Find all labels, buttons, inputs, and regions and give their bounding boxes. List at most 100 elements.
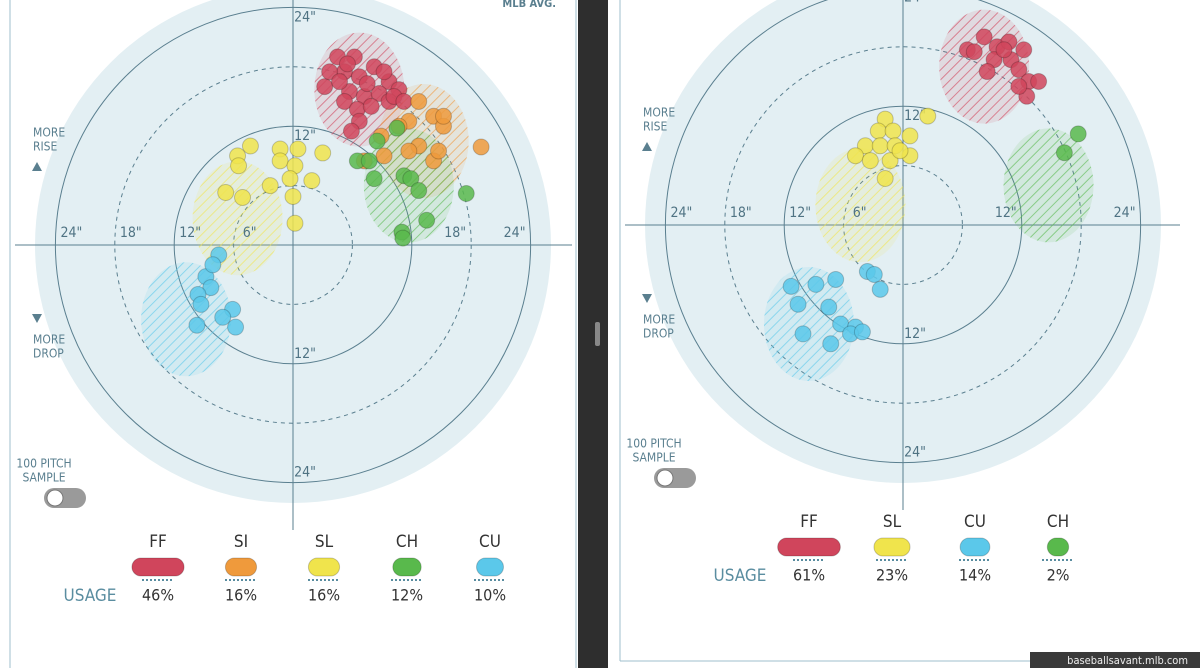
pitch-dot (881, 152, 899, 170)
sample-label: 100 PITCH (626, 437, 681, 451)
pitch-dot (314, 144, 332, 162)
pitch-dot (241, 137, 259, 155)
pitch-dot (281, 170, 299, 188)
ring-label: 24" (294, 465, 316, 481)
ring-label: 18" (730, 205, 752, 221)
pitch-dot (789, 295, 807, 313)
sample-label: SAMPLE (632, 451, 675, 465)
ring-label: 12" (294, 128, 316, 144)
usage-value: 10% (474, 586, 506, 605)
drop-label: DROP (643, 327, 674, 341)
ring-label: 18" (120, 225, 142, 241)
pitch-dot (807, 275, 825, 293)
legend-name: CU (964, 512, 986, 532)
pitch-dot (188, 316, 206, 334)
ring-label: 24" (904, 445, 926, 461)
pitch-dot (375, 63, 393, 81)
legend-name: SI (234, 532, 248, 552)
pitch-dot (418, 211, 436, 229)
pitch-dot (861, 152, 879, 170)
usage-pill (392, 557, 422, 577)
legend-name: CH (396, 532, 418, 552)
drop-label: MORE (643, 313, 675, 327)
pitch-dot (342, 122, 360, 140)
usage-title: USAGE (64, 586, 117, 606)
pitch-dot (410, 92, 428, 110)
usage-value: 2% (1047, 566, 1070, 585)
usage-value: 16% (308, 586, 340, 605)
pitch-dot (375, 147, 393, 165)
ring-label: 24" (294, 9, 316, 25)
rise-label: MORE (643, 106, 675, 120)
pitch-dot (388, 119, 406, 137)
rise-label: RISE (643, 120, 668, 134)
ring-label: 24" (904, 0, 926, 5)
pitch-dot (335, 92, 353, 110)
pitch-dot (871, 137, 889, 155)
ring-label: 24" (1114, 205, 1136, 221)
pitch-dot (995, 41, 1013, 59)
pitch-dot (901, 127, 919, 145)
drop-arrow (32, 314, 42, 323)
pitch-dot (395, 92, 413, 110)
pitch-dot (365, 170, 383, 188)
pitch-dot (472, 138, 490, 156)
usage-title: USAGE (714, 566, 767, 586)
ring-label: 6" (243, 225, 257, 241)
pitch-dot (321, 63, 339, 81)
pitch-dot (227, 318, 245, 336)
pitch-dot (1015, 41, 1033, 59)
pitch-dot (358, 75, 376, 93)
divider-handle[interactable] (595, 322, 600, 346)
pitch-dot (368, 132, 386, 150)
pitch-dot (434, 107, 452, 125)
usage-pill (873, 537, 911, 557)
pitch-dot (782, 277, 800, 295)
pitch-dot (362, 97, 380, 115)
ring-label: 12" (789, 205, 811, 221)
usage-value: 16% (225, 586, 257, 605)
rise-arrow (642, 142, 652, 151)
usage-pill (131, 557, 185, 577)
pitch-dot (230, 157, 248, 175)
rise-label: RISE (33, 140, 58, 154)
charts: 24"12"12"24"24" 18" 12" 6" 18" 24"MORERISEMOR… (15, 0, 1180, 606)
pitch-dot (316, 78, 334, 96)
drop-arrow (642, 294, 652, 303)
pitch-dot (400, 142, 418, 160)
pitch-dot (410, 182, 428, 200)
sample-label: 100 PITCH (16, 457, 71, 471)
drop-label: MORE (33, 333, 65, 347)
pitch-dot (234, 188, 252, 206)
usage-value: 46% (142, 586, 174, 605)
pitch-dot (214, 308, 232, 326)
pitch-dot (331, 73, 349, 91)
pitch-dot (1010, 77, 1028, 95)
toggle-knob (46, 489, 64, 507)
pitch-dot (360, 152, 378, 170)
pitch-dot (891, 142, 909, 160)
pitch-dot (1069, 125, 1087, 143)
footer-badge (1030, 652, 1200, 668)
pitch-dot (822, 335, 840, 353)
pitch-dot (1055, 144, 1073, 162)
usage-pill (476, 557, 504, 577)
ring-label: 12" (995, 205, 1017, 221)
ring-label: 12" (294, 346, 316, 362)
pitch-dot (394, 229, 412, 247)
legend-name: FF (149, 532, 167, 552)
ring-label: 24" (670, 205, 692, 221)
pitch-dot (884, 122, 902, 140)
pitch-dot (846, 147, 864, 165)
usage-pill (224, 557, 258, 577)
toggle-knob (656, 469, 674, 487)
ring-label: 18" (444, 225, 466, 241)
divider (578, 0, 608, 668)
ring-label: 12" (904, 326, 926, 342)
usage-pill (777, 537, 841, 557)
mlb-avg-label: MLB AVG. (502, 0, 556, 10)
pitch-dot (286, 214, 304, 232)
usage-pill (307, 557, 341, 577)
pitch-dot (430, 142, 448, 160)
